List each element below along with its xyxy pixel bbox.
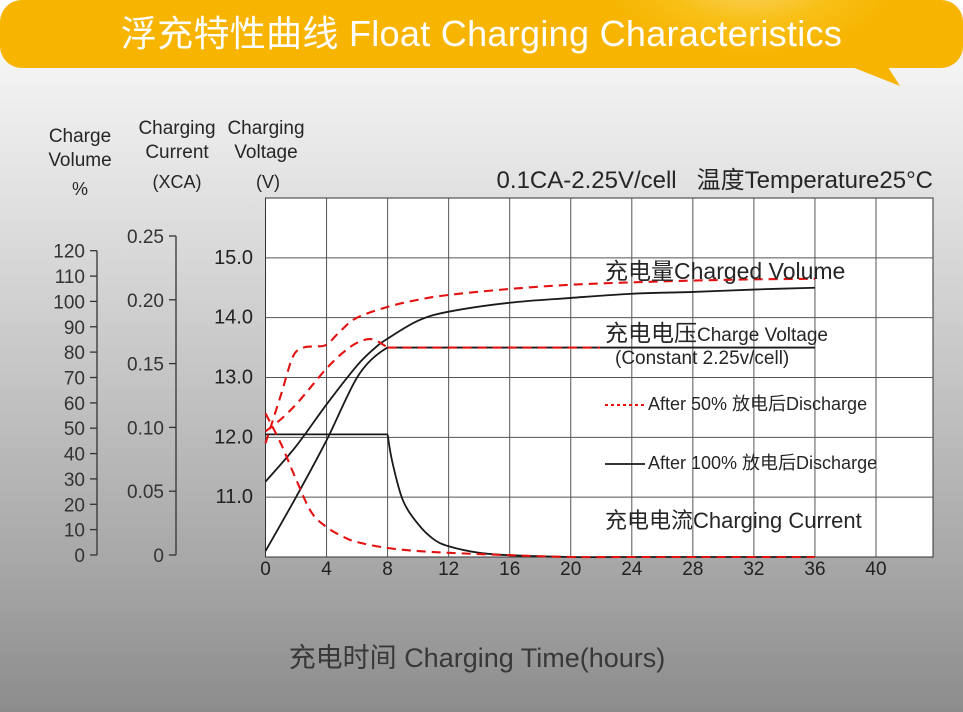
svg-text:%: % (72, 179, 88, 199)
svg-text:After 50% 放电后Discharge: After 50% 放电后Discharge (648, 394, 867, 414)
svg-text:Charge: Charge (49, 126, 111, 147)
svg-text:80: 80 (64, 343, 85, 364)
svg-text:40: 40 (64, 445, 85, 466)
svg-text:16: 16 (499, 559, 520, 580)
svg-text:0: 0 (153, 546, 164, 567)
svg-text:Charging: Charging (138, 118, 215, 139)
svg-text:充电时间 Charging Time(hours): 充电时间 Charging Time(hours) (289, 643, 666, 673)
svg-text:120: 120 (53, 242, 85, 263)
svg-text:8: 8 (382, 559, 393, 580)
svg-text:充电电流Charging Current: 充电电流Charging Current (605, 508, 862, 533)
svg-text:0: 0 (74, 546, 85, 567)
svg-text:13.0: 13.0 (214, 367, 253, 389)
svg-text:90: 90 (64, 318, 85, 339)
svg-text:0.05: 0.05 (127, 482, 164, 503)
svg-text:0.10: 0.10 (127, 418, 164, 439)
svg-text:14.0: 14.0 (214, 307, 253, 329)
svg-text:Charging: Charging (227, 118, 304, 139)
svg-text:36: 36 (804, 559, 825, 580)
svg-text:20: 20 (64, 495, 85, 516)
svg-text:11.0: 11.0 (216, 486, 253, 508)
svg-text:(XCA): (XCA) (153, 172, 202, 192)
svg-text:20: 20 (560, 559, 581, 580)
svg-text:0: 0 (260, 559, 271, 580)
svg-text:After 100% 放电后Discharge: After 100% 放电后Discharge (648, 453, 877, 473)
svg-text:15.0: 15.0 (214, 247, 253, 269)
svg-text:40: 40 (865, 559, 886, 580)
svg-text:60: 60 (64, 394, 85, 415)
svg-text:50: 50 (64, 419, 85, 440)
svg-text:Volume: Volume (48, 150, 111, 171)
svg-text:4: 4 (321, 559, 332, 580)
svg-text:0.25: 0.25 (127, 227, 164, 248)
svg-text:12.0: 12.0 (214, 426, 253, 448)
svg-text:100: 100 (53, 292, 85, 313)
svg-text:0.15: 0.15 (127, 355, 164, 376)
svg-text:28: 28 (682, 559, 703, 580)
svg-text:0.1CA-2.25V/cell 温度Temperatu: 0.1CA-2.25V/cell 温度Temperature25°C (497, 167, 933, 194)
svg-text:Voltage: Voltage (234, 142, 297, 163)
svg-text:10: 10 (64, 521, 85, 542)
svg-text:(Constant 2.25v/cell): (Constant 2.25v/cell) (615, 348, 789, 369)
svg-text:12: 12 (438, 559, 459, 580)
svg-text:24: 24 (621, 559, 643, 580)
svg-text:0.20: 0.20 (127, 291, 164, 312)
svg-text:充电量Charged Volume: 充电量Charged Volume (605, 258, 845, 284)
svg-text:32: 32 (743, 559, 764, 580)
svg-text:70: 70 (64, 369, 85, 390)
svg-text:30: 30 (64, 470, 85, 491)
svg-text:110: 110 (55, 267, 85, 288)
svg-text:(V): (V) (256, 172, 280, 192)
svg-text:Current: Current (145, 142, 209, 163)
